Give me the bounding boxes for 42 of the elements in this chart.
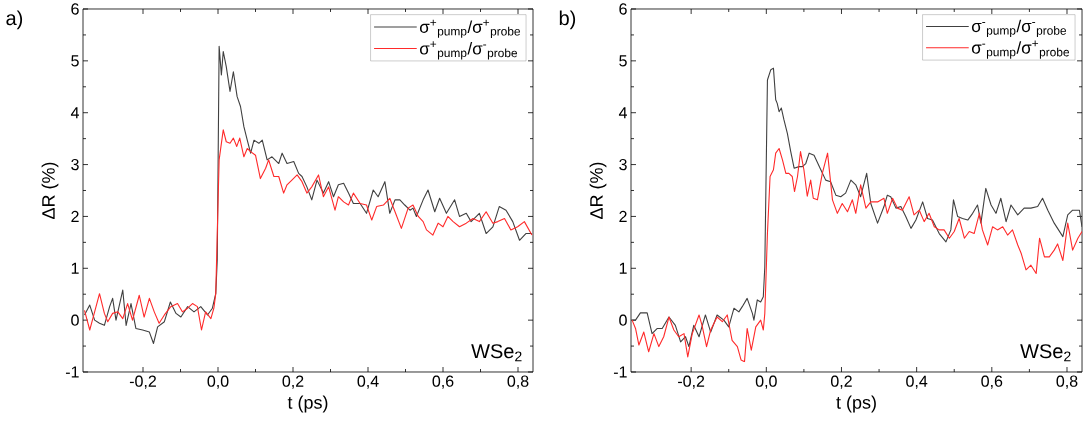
y-tick-label: 0 xyxy=(71,314,79,326)
x-tick-label: 0,6 xyxy=(981,375,1003,389)
y-tick-label: 4 xyxy=(618,107,627,119)
legend-label: σ$^{+}$$_{pump}$/σ$^{-}$probe xyxy=(419,41,518,60)
annotation: WSe$_{2}$ xyxy=(471,344,522,362)
y-tick-label: 4 xyxy=(70,107,79,119)
y-tick-label: 2 xyxy=(619,210,627,223)
y-tick-label: 6 xyxy=(619,3,627,15)
y-tick-label: 6 xyxy=(71,3,79,15)
x-axis-title: t (ps) xyxy=(836,395,876,413)
x-tick-label: -0,2 xyxy=(129,375,156,389)
y-tick-label: 1 xyxy=(619,262,627,274)
y-tick-label: 5 xyxy=(619,55,627,67)
y-tick-label: 3 xyxy=(619,158,627,171)
y-tick-label: 5 xyxy=(71,55,79,67)
y-tick-label: 2 xyxy=(71,210,79,223)
x-tick-label: 0,0 xyxy=(755,375,777,389)
y-tick-label: -1 xyxy=(613,366,627,378)
y-tick-label: 0 xyxy=(619,314,627,326)
line-series xyxy=(83,129,533,331)
y-tick-label: 1 xyxy=(71,262,79,274)
text: b) xyxy=(559,10,576,30)
x-tick-label: -0,2 xyxy=(678,375,705,389)
x-tick-label: 0,6 xyxy=(432,375,454,389)
x-tick-label: 0,8 xyxy=(1056,375,1078,389)
text: a) xyxy=(6,10,23,30)
legend-label: σ$^{-}$$_{pump}$/σ$^{+}$probe xyxy=(971,40,1070,59)
x-tick-label: 0,4 xyxy=(357,375,379,389)
x-tick-label: 0,8 xyxy=(507,375,529,389)
legend-label: σ$^{+}$$_{pump}$/σ$^{+}$probe xyxy=(419,19,521,38)
annotation: WSe$_{2}$ xyxy=(1020,344,1071,362)
x-tick-label: 0,4 xyxy=(906,375,928,389)
legend-label: σ$^{-}$$_{pump}$/σ$^{-}$probe xyxy=(971,19,1067,38)
x-tick-label: 0,2 xyxy=(282,375,304,389)
y-tick-label: 3 xyxy=(71,158,79,171)
x-axis-title: t (ps) xyxy=(287,395,328,413)
line-series xyxy=(631,147,1083,363)
y-tick-label: -1 xyxy=(65,366,79,378)
x-tick-label: 0,0 xyxy=(207,375,229,389)
y-axis-title: ΔR (%) xyxy=(589,162,607,219)
y-axis-title: ΔR (%) xyxy=(41,162,59,219)
x-tick-label: 0,2 xyxy=(830,375,852,389)
